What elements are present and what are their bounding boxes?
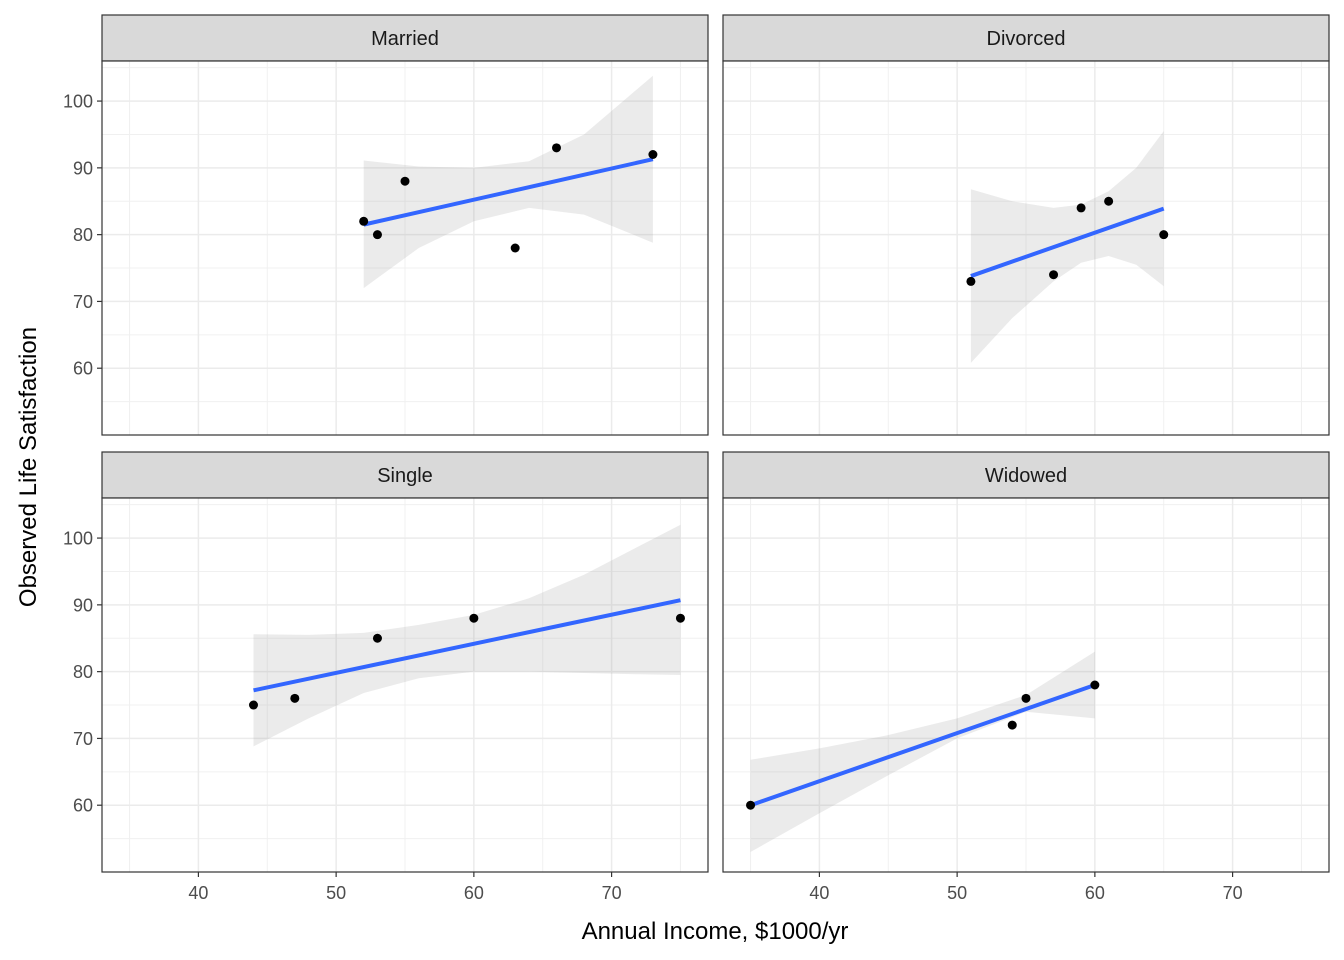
y-tick-label: 90 xyxy=(73,595,93,615)
panel-border xyxy=(722,497,1330,873)
strip-divorced xyxy=(722,14,1330,62)
data-point xyxy=(1007,720,1017,730)
confidence-band-married xyxy=(363,75,653,289)
data-point xyxy=(469,613,479,623)
regression-line-divorced xyxy=(970,206,1165,278)
strip-single xyxy=(101,451,709,499)
y-tick-label: 100 xyxy=(63,92,93,112)
data-point xyxy=(1090,680,1100,690)
y-tick-label: 60 xyxy=(73,359,93,379)
data-point xyxy=(1021,693,1031,703)
data-point xyxy=(400,176,410,186)
y-tick-label: 80 xyxy=(73,225,93,245)
y-tick-label: 70 xyxy=(73,292,93,312)
strip-label-widowed: Widowed xyxy=(985,465,1067,487)
x-tick-label: 60 xyxy=(464,883,484,903)
confidence-band-single xyxy=(253,524,681,747)
x-tick-label: 60 xyxy=(1085,883,1105,903)
data-point xyxy=(510,243,520,253)
panel-border xyxy=(101,497,709,873)
data-point xyxy=(1104,196,1114,206)
data-point xyxy=(746,800,756,810)
data-point xyxy=(290,693,300,703)
regression-line-married xyxy=(363,157,654,227)
data-point xyxy=(1076,203,1086,213)
strip-married xyxy=(101,14,709,62)
y-tick-label: 80 xyxy=(73,662,93,682)
strip-label-divorced: Divorced xyxy=(987,28,1066,50)
data-point xyxy=(372,230,382,240)
panels: Married 60 70 80 90 100 Divorced Single 60 70 80 90… xyxy=(63,14,1330,903)
data-point xyxy=(966,276,976,286)
x-tick-label: 50 xyxy=(947,883,967,903)
panel-single: Single 60 70 80 90 100 40 50 60 70 xyxy=(63,451,709,903)
confidence-band-widowed xyxy=(750,651,1095,852)
regression-line-widowed xyxy=(749,683,1096,808)
panel-married: Married 60 70 80 90 100 xyxy=(63,14,709,436)
x-tick-label: 40 xyxy=(188,883,208,903)
x-axis-title: Annual Income, $1000/yr xyxy=(582,918,849,945)
strip-widowed xyxy=(722,451,1330,499)
panel-border xyxy=(722,60,1330,436)
regression-line-single xyxy=(253,598,681,693)
data-point xyxy=(552,143,561,153)
y-tick-label: 70 xyxy=(73,729,93,749)
panel-widowed: Widowed 40 50 60 70 xyxy=(722,451,1330,903)
data-point xyxy=(1049,270,1059,280)
strip-label-single: Single xyxy=(377,465,433,487)
data-point xyxy=(372,633,382,643)
confidence-band-divorced xyxy=(970,131,1164,363)
x-tick-label: 40 xyxy=(809,883,829,903)
panel-border xyxy=(101,60,709,436)
data-point xyxy=(249,700,258,710)
panel-divorced: Divorced xyxy=(722,14,1330,436)
data-point xyxy=(648,150,658,159)
y-tick-label: 60 xyxy=(73,796,93,816)
x-tick-label: 70 xyxy=(1223,883,1243,903)
y-axis-title: Observed Life Satisfaction xyxy=(15,327,42,607)
x-tick-label: 50 xyxy=(326,883,346,903)
data-point xyxy=(675,613,685,623)
x-tick-label: 70 xyxy=(602,883,622,903)
data-point xyxy=(1159,230,1169,240)
y-tick-label: 100 xyxy=(63,529,93,549)
y-tick-label: 90 xyxy=(73,158,93,178)
strip-label-married: Married xyxy=(371,28,439,50)
data-point xyxy=(359,216,369,226)
